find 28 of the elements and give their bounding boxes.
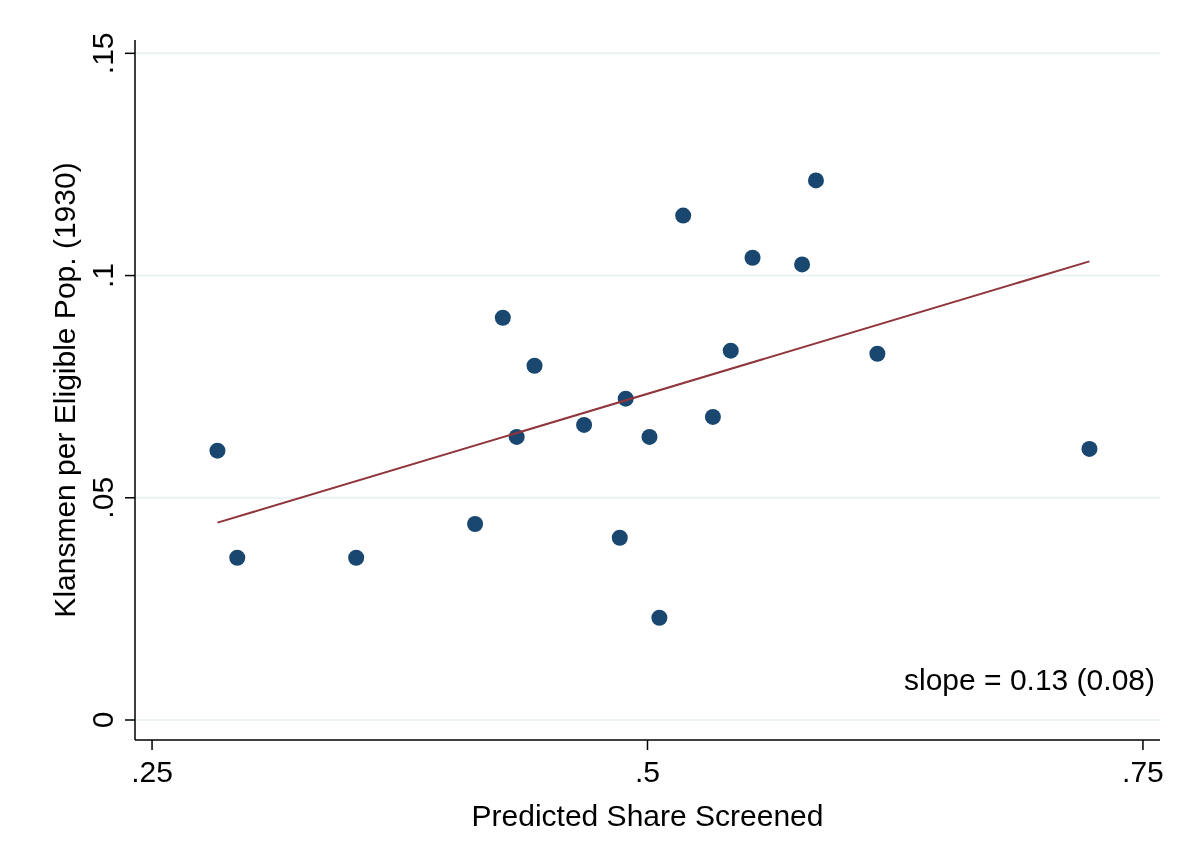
point <box>675 207 692 224</box>
point <box>494 309 511 326</box>
y-axis-title: Klansmen per Eligible Pop. (1930) <box>48 162 81 618</box>
point <box>209 442 226 459</box>
point <box>641 428 658 445</box>
point <box>744 249 761 266</box>
y-tick-label: .05 <box>86 476 119 519</box>
point <box>794 256 811 273</box>
point <box>704 408 721 425</box>
point <box>467 516 484 532</box>
y-tick-label: .15 <box>86 32 119 75</box>
x-tick-label: .25 <box>131 755 173 788</box>
point <box>807 172 824 189</box>
x-axis-title: Predicted Share Screened <box>471 799 824 832</box>
point <box>651 609 668 626</box>
x-tick-label: .5 <box>634 755 661 788</box>
point <box>526 357 543 374</box>
y-tick-label: 0 <box>86 711 119 729</box>
annotation: slope = 0.13 (0.08) <box>903 663 1155 696</box>
point <box>1081 440 1098 457</box>
point <box>611 529 628 546</box>
x-tick-label: .75 <box>1122 755 1164 788</box>
point <box>348 549 365 566</box>
point <box>229 549 246 566</box>
point <box>576 416 593 433</box>
point <box>869 345 886 362</box>
y-tick-label: .1 <box>86 263 119 289</box>
point <box>722 342 739 359</box>
